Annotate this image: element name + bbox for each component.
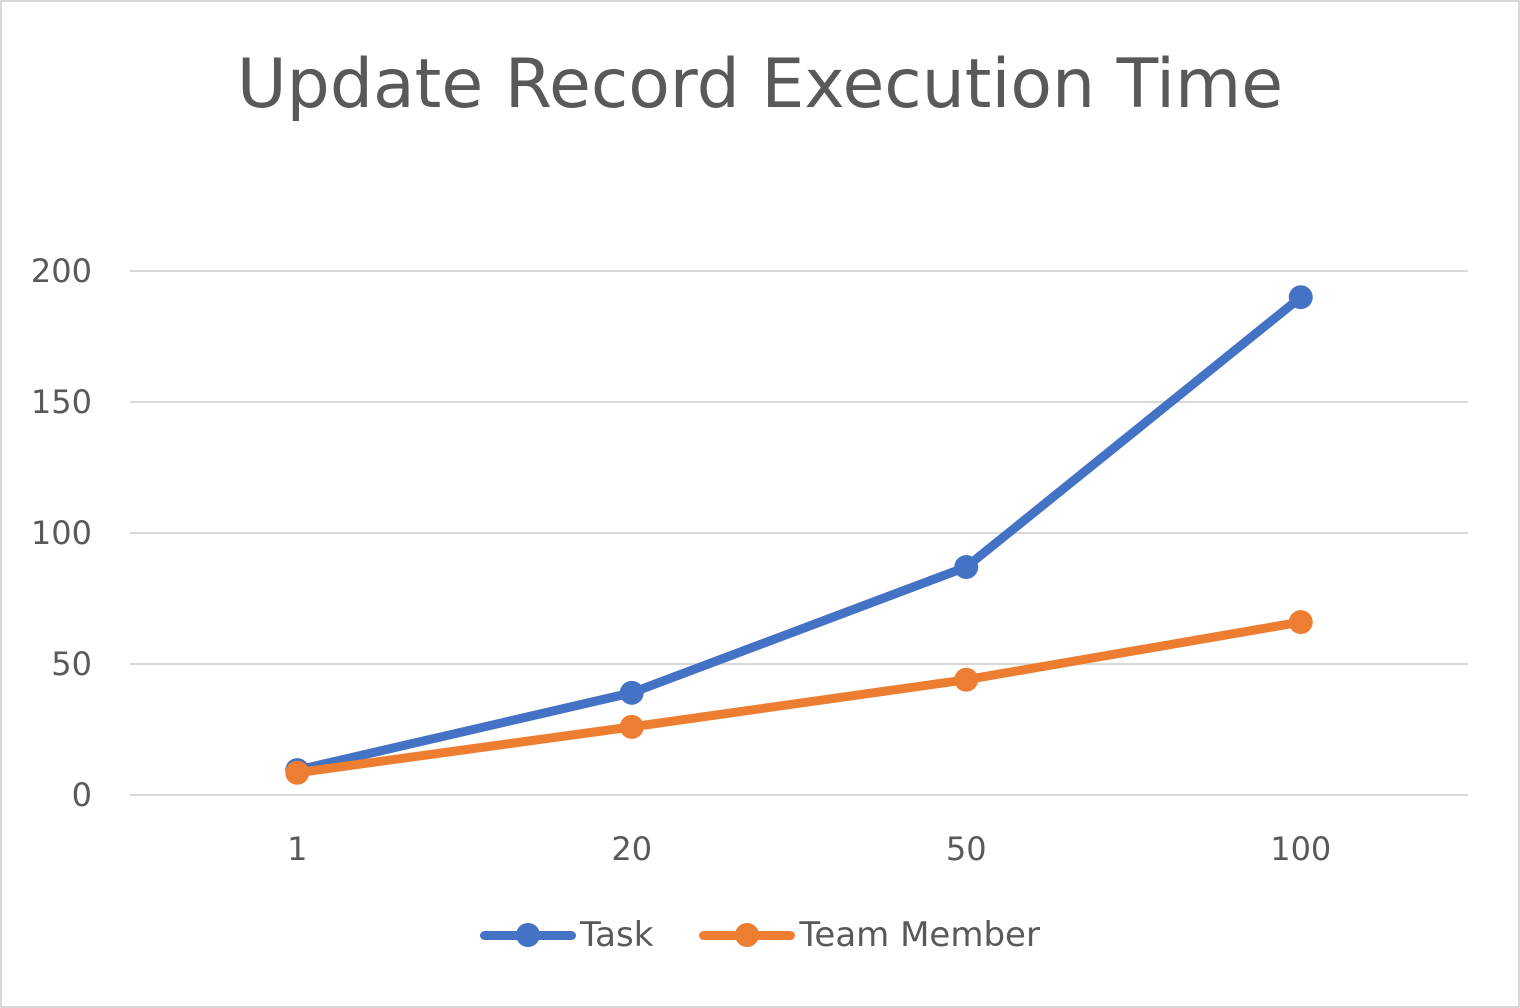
y-tick-label: 100 bbox=[31, 514, 92, 552]
chart-title: Update Record Execution Time bbox=[236, 45, 1284, 124]
x-tick-label: 50 bbox=[946, 830, 987, 868]
data-point-marker[interactable] bbox=[619, 714, 644, 739]
x-tick-label: 1 bbox=[287, 830, 307, 868]
series-line bbox=[292, 292, 1306, 775]
legend-item-task[interactable]: Task bbox=[480, 915, 653, 955]
y-tick-label: 50 bbox=[51, 645, 92, 683]
x-tick-label: 100 bbox=[1270, 830, 1331, 868]
x-tick-label: 20 bbox=[611, 830, 652, 868]
y-tick-label: 200 bbox=[31, 252, 92, 290]
data-point-marker[interactable] bbox=[619, 680, 644, 705]
legend-label: Team Member bbox=[799, 915, 1040, 955]
data-point-marker[interactable] bbox=[954, 667, 979, 692]
y-tick-label: 0 bbox=[72, 776, 92, 814]
legend-item-team-member[interactable]: Team Member bbox=[699, 915, 1040, 955]
data-point-marker[interactable] bbox=[285, 760, 310, 785]
data-point-marker[interactable] bbox=[954, 555, 979, 580]
legend: Task Team Member bbox=[0, 915, 1520, 955]
legend-marker-team-member-icon bbox=[699, 923, 796, 947]
y-tick-label: 150 bbox=[31, 383, 92, 421]
legend-label: Task bbox=[580, 915, 654, 955]
series-line bbox=[292, 617, 1306, 778]
data-point-marker[interactable] bbox=[1288, 285, 1313, 310]
legend-marker-task-icon bbox=[480, 923, 577, 947]
data-point-marker[interactable] bbox=[1288, 610, 1313, 635]
